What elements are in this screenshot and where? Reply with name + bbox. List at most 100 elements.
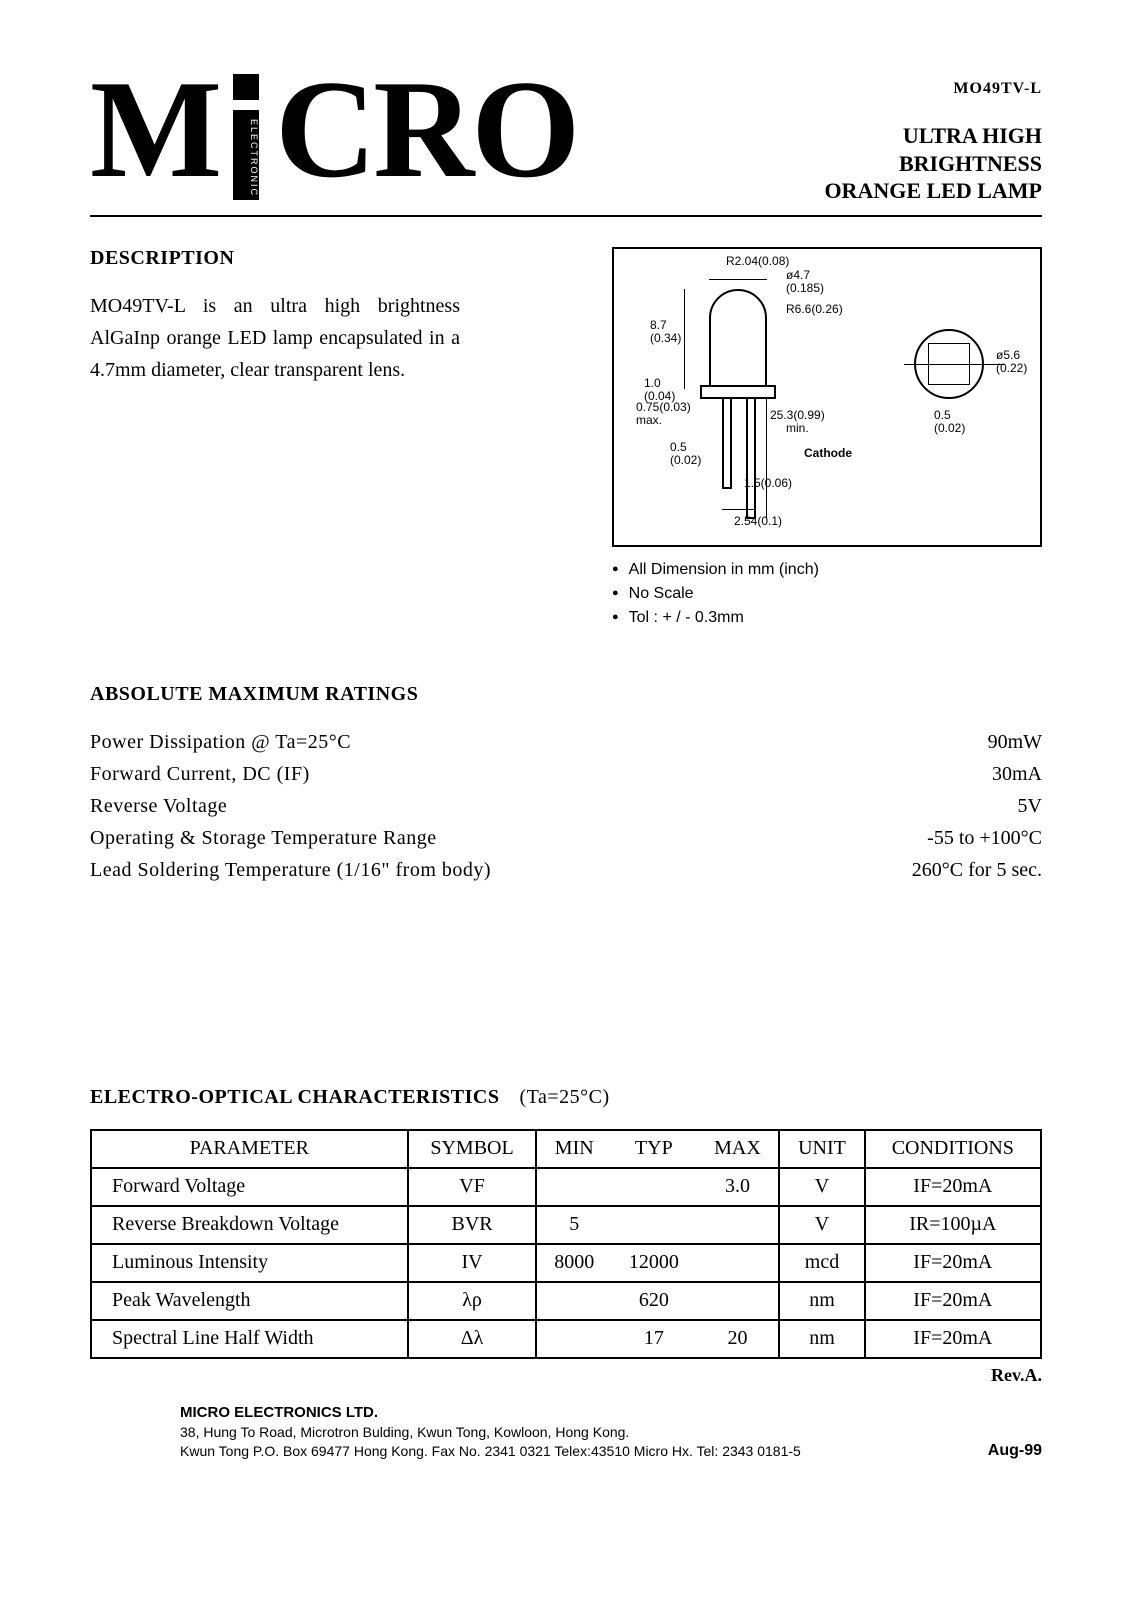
- logo: M ELECTRONIC C R O: [90, 60, 575, 200]
- eoc-cell-max: 20: [697, 1320, 780, 1358]
- header-divider: [90, 215, 1042, 217]
- dimension-diagram: R2.04(0.08) ø4.7 (0.185) R6.6(0.26) 8.7 …: [612, 247, 1042, 547]
- eoc-cell-max: [697, 1206, 780, 1244]
- dim-line: [722, 509, 756, 510]
- dim-line: [766, 399, 767, 519]
- rating-row: Reverse Voltage 5V: [90, 790, 1042, 822]
- eoc-col-unit: UNIT: [779, 1130, 864, 1168]
- eoc-col-symbol: SYMBOL: [408, 1130, 537, 1168]
- rating-value: 90mW: [988, 726, 1042, 758]
- ratings-section: ABSOLUTE MAXIMUM RATINGS Power Dissipati…: [90, 683, 1042, 886]
- eoc-col-parameter: PARAMETER: [91, 1130, 408, 1168]
- logo-letter-m: M: [90, 60, 217, 200]
- diagram-note: Tol : + / - 0.3mm: [612, 609, 1042, 627]
- dim-line: [904, 364, 1004, 365]
- logo-letter-o: O: [471, 60, 575, 200]
- dim-w075: 0.75(0.03) max.: [636, 401, 691, 427]
- eoc-cell-conditions: IF=20mA: [865, 1320, 1041, 1358]
- eoc-cell-typ: 12000: [611, 1244, 697, 1282]
- eoc-row: Reverse Breakdown VoltageBVR5VIR=100µA: [91, 1206, 1041, 1244]
- dim-lead253: 25.3(0.99) min.: [770, 409, 825, 435]
- led-body-outline: [709, 289, 767, 391]
- eoc-cell-parameter: Reverse Breakdown Voltage: [91, 1206, 408, 1244]
- eoc-header-row: PARAMETER SYMBOL MIN TYP MAX UNIT CONDIT…: [91, 1130, 1041, 1168]
- eoc-row: Peak Wavelengthλρ620nmIF=20mA: [91, 1282, 1041, 1320]
- eoc-cell-unit: nm: [779, 1282, 864, 1320]
- rating-row: Power Dissipation @ Ta=25°C 90mW: [90, 726, 1042, 758]
- footer-date: Aug-99: [988, 1442, 1042, 1462]
- dim-topdia56: ø5.6 (0.22): [996, 349, 1027, 375]
- dim-dia47: ø4.7 (0.185): [786, 269, 824, 295]
- eoc-cell-symbol: VF: [408, 1168, 537, 1206]
- eoc-cell-max: 3.0: [697, 1168, 780, 1206]
- dim-lead05: 0.5 (0.02): [670, 441, 701, 467]
- footer-address-1: 38, Hung To Road, Microtron Bulding, Kwu…: [180, 1423, 801, 1443]
- logo-letter-i1: ELECTRONIC: [223, 74, 269, 200]
- eoc-row: Luminous IntensityIV800012000mcdIF=20mA: [91, 1244, 1041, 1282]
- eoc-cell-conditions: IR=100µA: [865, 1206, 1041, 1244]
- eoc-cell-conditions: IF=20mA: [865, 1282, 1041, 1320]
- eoc-cell-symbol: IV: [408, 1244, 537, 1282]
- dim-h87: 8.7 (0.34): [650, 319, 681, 345]
- eoc-cell-parameter: Forward Voltage: [91, 1168, 408, 1206]
- eoc-col-conditions: CONDITIONS: [865, 1130, 1041, 1168]
- ratings-list: Power Dissipation @ Ta=25°C 90mW Forward…: [90, 726, 1042, 886]
- diagram-note: No Scale: [612, 585, 1042, 603]
- product-line-3: ORANGE LED LAMP: [824, 177, 1042, 205]
- dim-line: [709, 279, 767, 280]
- rating-value: -55 to +100°C: [927, 822, 1042, 854]
- dim-pitch15: 1.5(0.06): [744, 477, 792, 490]
- product-line-1: ULTRA HIGH: [824, 122, 1042, 150]
- header-row: M ELECTRONIC C R O MO49TV-L ULTRA HIGH B…: [90, 60, 1042, 205]
- eoc-cell-parameter: Luminous Intensity: [91, 1244, 408, 1282]
- ratings-heading: ABSOLUTE MAXIMUM RATINGS: [90, 683, 1042, 706]
- eoc-condition-header: (Ta=25°C): [519, 1086, 609, 1109]
- eoc-cell-unit: mcd: [779, 1244, 864, 1282]
- eoc-cell-min: 5: [536, 1206, 611, 1244]
- footer-company: MICRO ELECTRONICS LTD.: [180, 1402, 801, 1423]
- eoc-row: Spectral Line Half WidthΔλ1720nmIF=20mA: [91, 1320, 1041, 1358]
- revision-label: Rev.A.: [90, 1365, 1042, 1386]
- eoc-cell-conditions: IF=20mA: [865, 1168, 1041, 1206]
- rating-label: Operating & Storage Temperature Range: [90, 822, 437, 854]
- dim-r66: R6.6(0.26): [786, 303, 843, 316]
- diagram-note: All Dimension in mm (inch): [612, 561, 1042, 579]
- eoc-cell-unit: V: [779, 1206, 864, 1244]
- rating-row: Lead Soldering Temperature (1/16" from b…: [90, 854, 1042, 886]
- eoc-heading: ELECTRO-OPTICAL CHARACTERISTICS: [90, 1086, 499, 1109]
- dim-pitch254: 2.54(0.1): [734, 515, 782, 528]
- eoc-cell-min: [536, 1320, 611, 1358]
- eoc-section: ELECTRO-OPTICAL CHARACTERISTICS (Ta=25°C…: [90, 1086, 1042, 1386]
- rating-label: Power Dissipation @ Ta=25°C: [90, 726, 351, 758]
- diagram-notes: All Dimension in mm (inch) No Scale Tol …: [612, 561, 1042, 627]
- footer: MICRO ELECTRONICS LTD. 38, Hung To Road,…: [90, 1402, 1042, 1462]
- eoc-cell-min: 8000: [536, 1244, 611, 1282]
- rating-label: Lead Soldering Temperature (1/16" from b…: [90, 854, 491, 886]
- eoc-col-min: MIN: [536, 1130, 611, 1168]
- eoc-cell-typ: [611, 1206, 697, 1244]
- led-flange-outline: [700, 385, 776, 399]
- dim-top05: 0.5 (0.02): [934, 409, 965, 435]
- eoc-col-max: MAX: [697, 1130, 780, 1168]
- dim-r204: R2.04(0.08): [726, 255, 789, 268]
- eoc-cell-max: [697, 1282, 780, 1320]
- rating-row: Operating & Storage Temperature Range -5…: [90, 822, 1042, 854]
- logo-letter-r: R: [373, 60, 469, 200]
- led-lead-long: [746, 399, 756, 519]
- eoc-row: Forward VoltageVF 3.0VIF=20mA: [91, 1168, 1041, 1206]
- eoc-cell-typ: [611, 1168, 697, 1206]
- description-text: MO49TV-L is an ultra high brightness AlG…: [90, 290, 460, 386]
- rating-value: 5V: [1018, 790, 1042, 822]
- eoc-col-typ: TYP: [611, 1130, 697, 1168]
- eoc-cell-max: [697, 1244, 780, 1282]
- eoc-cell-min: [536, 1168, 611, 1206]
- eoc-cell-min: [536, 1282, 611, 1320]
- eoc-cell-unit: V: [779, 1168, 864, 1206]
- eoc-cell-typ: 620: [611, 1282, 697, 1320]
- dim-h10: 1.0 (0.04): [644, 377, 675, 403]
- rating-label: Reverse Voltage: [90, 790, 227, 822]
- footer-address-2: Kwun Tong P.O. Box 69477 Hong Kong. Fax …: [180, 1442, 801, 1462]
- led-lead-short: [722, 399, 732, 489]
- eoc-table: PARAMETER SYMBOL MIN TYP MAX UNIT CONDIT…: [90, 1129, 1042, 1359]
- dim-cathode: Cathode: [804, 447, 852, 460]
